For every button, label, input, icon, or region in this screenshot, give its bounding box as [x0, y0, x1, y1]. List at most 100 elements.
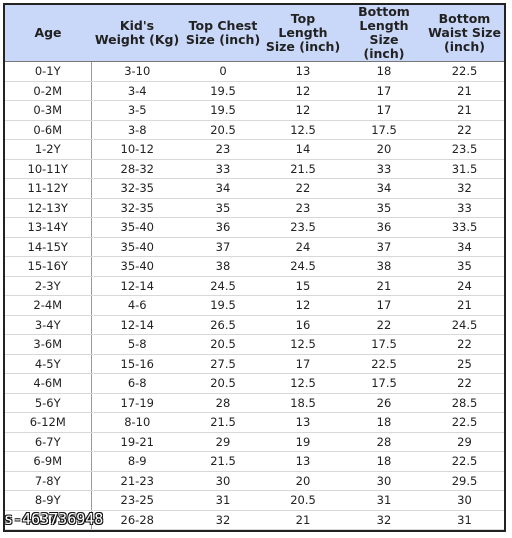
table-cell: 22: [425, 120, 504, 140]
table-cell: 31: [183, 490, 263, 511]
header-bottom-waist: Bottom Waist Size (inch): [425, 5, 504, 62]
table-cell: 31: [425, 510, 504, 530]
table-row: 0-1Y 3-10 0 13 18 22.5: [5, 61, 504, 82]
table-cell: 33: [183, 159, 263, 179]
table-row: 9-10Y 26-28 32 21 32 31: [5, 510, 504, 530]
table-cell: 3-5: [91, 100, 183, 121]
header-top-chest: Top Chest Size (inch): [183, 5, 263, 62]
table-cell: 19.5: [183, 81, 263, 101]
table-cell: 18.5: [263, 393, 343, 413]
table-cell: 36: [343, 217, 425, 238]
table-cell: 3-10: [91, 61, 183, 82]
table-cell: 3-8: [91, 120, 183, 140]
table-cell: 28: [183, 393, 263, 413]
table-cell: 17: [343, 100, 425, 121]
table-row: 2-4M 4-6 19.5 12 17 21: [5, 295, 504, 316]
table-cell: 3-4: [91, 81, 183, 101]
table-cell: 19.5: [183, 295, 263, 316]
table-cell: 18: [343, 412, 425, 433]
table-cell: 21: [343, 276, 425, 296]
header-weight: Kid's Weight (Kg): [91, 5, 183, 62]
table-row: 11-12Y 32-35 34 22 34 32: [5, 178, 504, 199]
table-cell: 20: [343, 139, 425, 160]
table-cell: 23: [183, 139, 263, 160]
table-cell: 24: [425, 276, 504, 296]
table-cell: 38: [183, 256, 263, 277]
table-row: 3-4Y 12-14 26.5 16 22 24.5: [5, 315, 504, 335]
table-cell: 26: [343, 393, 425, 413]
table-row: 6-9M 8-9 21.5 13 18 22.5: [5, 451, 504, 472]
table-cell: 37: [343, 237, 425, 257]
table-cell: 22.5: [343, 354, 425, 374]
table-cell: 27.5: [183, 354, 263, 374]
table-row: 10-11Y 28-32 33 21.5 33 31.5: [5, 159, 504, 179]
table-body: 0-1Y 3-10 0 13 18 22.5 0-2M 3-4 19.5 12 17 21 0-3M 3-…: [5, 61, 504, 530]
table-cell: 17: [343, 81, 425, 101]
table-cell: 22: [425, 334, 504, 355]
table-cell: 21.5: [183, 529, 263, 530]
table-cell: 4-6M: [5, 373, 92, 394]
table-row: 8-9Y 23-25 31 20.5 31 30: [5, 490, 504, 511]
table-cell: -10: [91, 529, 183, 530]
table-cell: 8-9: [91, 451, 183, 472]
table-cell: 12: [263, 81, 343, 101]
table-cell: 16: [263, 315, 343, 335]
table-cell: 23.5: [263, 217, 343, 238]
table-cell: 32: [183, 510, 263, 530]
table-cell: 35: [183, 198, 263, 218]
table-cell: 12-14: [91, 276, 183, 296]
table-cell: 17.5: [343, 120, 425, 140]
table-cell: 22: [425, 373, 504, 394]
table-cell: 17.5: [343, 373, 425, 394]
table-cell: 17-19: [91, 393, 183, 413]
table-cell: 20.5: [263, 490, 343, 511]
header-row: Age Kid's Weight (Kg) Top Chest Size (inch) T…: [5, 5, 504, 62]
table-cell: 12-14: [91, 315, 183, 335]
table-cell: 6-8: [91, 373, 183, 394]
table-cell: 30: [183, 471, 263, 491]
table-cell: 28-32: [91, 159, 183, 179]
table-cell: 5-8: [91, 334, 183, 355]
table-cell: 22: [263, 178, 343, 199]
table-cell: 14-15Y: [5, 237, 92, 257]
table-cell: 13: [263, 529, 343, 530]
table-cell: 21.5: [183, 412, 263, 433]
table-cell: 21: [263, 510, 343, 530]
table-cell: 30: [343, 471, 425, 491]
table-cell: 23: [263, 198, 343, 218]
table-cell: 4-6: [91, 295, 183, 316]
table-cell: 18: [343, 61, 425, 82]
table-cell: 22.5: [425, 61, 504, 82]
table-cell: 17: [263, 354, 343, 374]
table-cell: 21: [425, 81, 504, 101]
table-cell: 12.5: [263, 334, 343, 355]
size-chart-frame: Age Kid's Weight (Kg) Top Chest Size (inch) T…: [3, 3, 506, 532]
table-cell: 20.5: [183, 373, 263, 394]
table-row: 0-2M 3-4 19.5 12 17 21: [5, 81, 504, 101]
table-row: 12-13Y 32-35 35 23 35 33: [5, 198, 504, 218]
table-cell: 21-23: [91, 471, 183, 491]
table-cell: 37: [183, 237, 263, 257]
table-cell: 7-8Y: [5, 471, 92, 491]
table-cell: 12.5: [263, 120, 343, 140]
table-cell: [5, 529, 92, 530]
table-cell: 11-12Y: [5, 178, 92, 199]
table-cell: 6-7Y: [5, 432, 92, 452]
table-cell: 23.5: [425, 139, 504, 160]
table-cell: 25: [425, 354, 504, 374]
table-cell: 29: [425, 432, 504, 452]
table-cell: 12: [263, 100, 343, 121]
table-cell: 0-3M: [5, 100, 92, 121]
table-cell: 29.5: [425, 471, 504, 491]
table-cell: 21.5: [183, 451, 263, 472]
table-cell: 21: [425, 295, 504, 316]
table-cell: 10-11Y: [5, 159, 92, 179]
table-cell: 31: [343, 490, 425, 511]
table-cell: 20.5: [183, 120, 263, 140]
table-cell: 18: [343, 451, 425, 472]
table-cell: 22: [343, 315, 425, 335]
table-cell: 34: [343, 178, 425, 199]
table-cell: 24.5: [425, 315, 504, 335]
table-row: 4-5Y 15-16 27.5 17 22.5 25: [5, 354, 504, 374]
table-cell: 12-13Y: [5, 198, 92, 218]
